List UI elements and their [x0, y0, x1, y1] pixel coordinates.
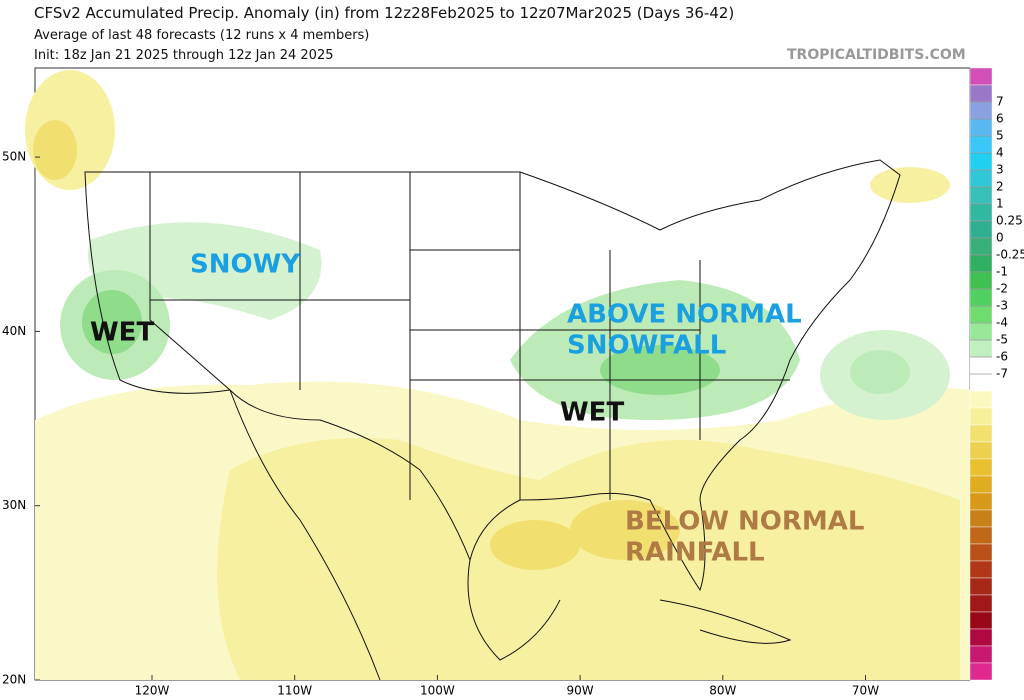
- init-line: Init: 18z Jan 21 2025 through 12z Jan 24…: [34, 48, 334, 63]
- colorbar-segment: [969, 407, 993, 426]
- annotation: BELOW NORMAL: [625, 507, 865, 537]
- lat-label: 40N: [2, 324, 26, 338]
- lat-label: 50N: [2, 150, 26, 164]
- colorbar-label: 1: [996, 197, 1004, 211]
- colorbar-segment: [969, 203, 993, 222]
- colorbar-segment: [969, 611, 993, 630]
- colorbar-segment: [969, 220, 993, 239]
- colorbar-segment: [969, 424, 993, 443]
- colorbar-segment: [969, 152, 993, 171]
- colorbar-segment: [969, 67, 993, 86]
- colorbar-segment: [969, 560, 993, 579]
- colorbar-segment: [969, 237, 993, 256]
- colorbar-segment: [969, 186, 993, 205]
- colorbar-segment: [969, 662, 993, 681]
- colorbar-segment: [969, 288, 993, 307]
- colorbar-segment: [969, 458, 993, 477]
- colorbar-segment: [969, 339, 993, 358]
- lon-label: 100W: [420, 684, 455, 698]
- colorbar-segment: [969, 305, 993, 324]
- colorbar-segment: [969, 356, 993, 375]
- lon-label: 110W: [277, 684, 312, 698]
- colorbar-label: -0.25: [996, 248, 1024, 262]
- lon-label: 90W: [567, 684, 594, 698]
- colorbar-segment: [969, 509, 993, 528]
- colorbar-segment: [969, 169, 993, 188]
- annotation: SNOWY: [190, 250, 301, 280]
- colorbar-label: 0.25: [996, 214, 1023, 228]
- colorbar-label: -2: [996, 282, 1008, 296]
- colorbar-segment: [969, 322, 993, 341]
- colorbar-segment: [969, 475, 993, 494]
- credit: TROPICALTIDBITS.COM: [787, 47, 966, 63]
- colorbar-label: -6: [996, 350, 1008, 364]
- colorbar-label: 7: [996, 95, 1004, 109]
- colorbar-segment: [969, 118, 993, 137]
- colorbar-segment: [969, 543, 993, 562]
- colorbar-label: -7: [996, 367, 1008, 381]
- colorbar-label: -1: [996, 265, 1008, 279]
- colorbar-segment: [969, 594, 993, 613]
- colorbar-segment: [969, 492, 993, 511]
- colorbar-label: 6: [996, 112, 1004, 126]
- annotation: WET: [90, 318, 154, 348]
- colorbar-label: 2: [996, 180, 1004, 194]
- lon-label: 120W: [135, 684, 170, 698]
- annotation: WET: [560, 398, 624, 428]
- colorbar-segment: [969, 645, 993, 664]
- annotation: ABOVE NORMAL: [567, 300, 802, 330]
- lon-label: 70W: [852, 684, 879, 698]
- colorbar-label: 5: [996, 129, 1004, 143]
- colorbar-segment: [969, 101, 993, 120]
- lat-label: 30N: [2, 498, 26, 512]
- lon-label: 80W: [709, 684, 736, 698]
- anomaly-fields: [25, 70, 970, 680]
- colorbar-segment: [969, 254, 993, 273]
- colorbar-segment: [969, 84, 993, 103]
- colorbar-label: -4: [996, 316, 1008, 330]
- colorbar-segment: [969, 628, 993, 647]
- lat-label: 20N: [2, 673, 26, 687]
- subtitle: Average of last 48 forecasts (12 runs x …: [34, 28, 370, 43]
- colorbar-label: -3: [996, 299, 1008, 313]
- title: CFSv2 Accumulated Precip. Anomaly (in) f…: [34, 4, 735, 22]
- colorbar-segment: [969, 271, 993, 290]
- colorbar-label: -5: [996, 333, 1008, 347]
- colorbar-segment: [969, 390, 993, 409]
- colorbar-segment: [969, 526, 993, 545]
- colorbar-label: 3: [996, 163, 1004, 177]
- colorbar-segment: [969, 373, 993, 392]
- borders: [84, 159, 901, 681]
- colorbar-segment: [969, 577, 993, 596]
- annotation: SNOWFALL: [567, 331, 726, 361]
- annotation: RAINFALL: [625, 538, 765, 568]
- colorbar-segment: [969, 441, 993, 460]
- colorbar-segment: [969, 135, 993, 154]
- colorbar-label: 0: [996, 231, 1004, 245]
- colorbar-label: 4: [996, 146, 1004, 160]
